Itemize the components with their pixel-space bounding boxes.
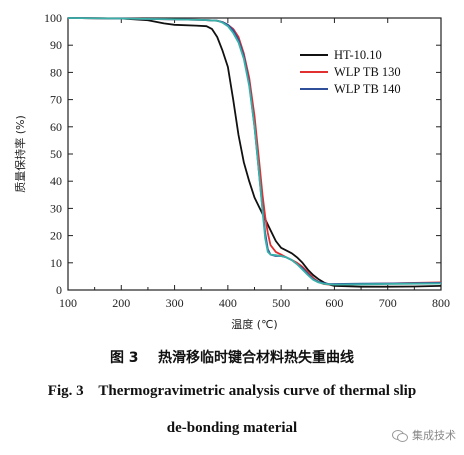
caption-english-line2: de-bonding material [166,420,298,436]
plot-frame [67,17,442,291]
y-tick-label: 50 [50,147,62,161]
caption-english-line1: Fig. 3 Thermogravimetric analysis curve … [47,383,417,399]
y-tick-label: 10 [50,256,62,270]
legend-label: WLP TB 140 [334,82,401,96]
x-tick-label: 800 [432,296,450,310]
x-tick-label: 700 [379,296,397,310]
x-tick-label: 300 [166,296,184,310]
x-axis-title: 温度 (℃) [231,317,277,331]
y-tick-label: 100 [44,11,62,25]
y-tick-label: 90 [50,38,62,52]
x-tick-label: 600 [325,296,343,310]
x-tick-label: 500 [272,296,290,310]
wechat-icon [392,429,408,442]
y-tick-label: 40 [50,174,62,188]
watermark-text: 集成技术 [412,429,456,442]
caption-chinese: 图 3 热滑移临时键合材料热失重曲线 [109,350,355,366]
y-tick-label: 30 [50,201,62,215]
series-line-4 [67,17,442,286]
tga-chart: 100 200 300 400 500 600 700 800 0 10 20 30 40 50 60 70 8… [13,11,450,331]
y-tick-label: 70 [50,93,62,107]
y-tick-label: 0 [56,283,62,297]
x-tick-label: 400 [219,296,237,310]
series-line-3 [67,17,442,285]
x-tick-label: 200 [112,296,130,310]
y-tick-label: 60 [50,120,62,134]
series-line-1 [67,17,442,288]
series-line-2 [67,17,442,286]
y-axis-title: 质量保持率 (%) [13,115,27,193]
x-tick-label: 100 [59,296,77,310]
legend-label: WLP TB 130 [334,65,401,79]
watermark: 集成技术 [392,427,456,443]
y-tick-label: 20 [50,229,62,243]
legend-label: HT-10.10 [334,48,382,62]
y-tick-label: 80 [50,65,62,79]
